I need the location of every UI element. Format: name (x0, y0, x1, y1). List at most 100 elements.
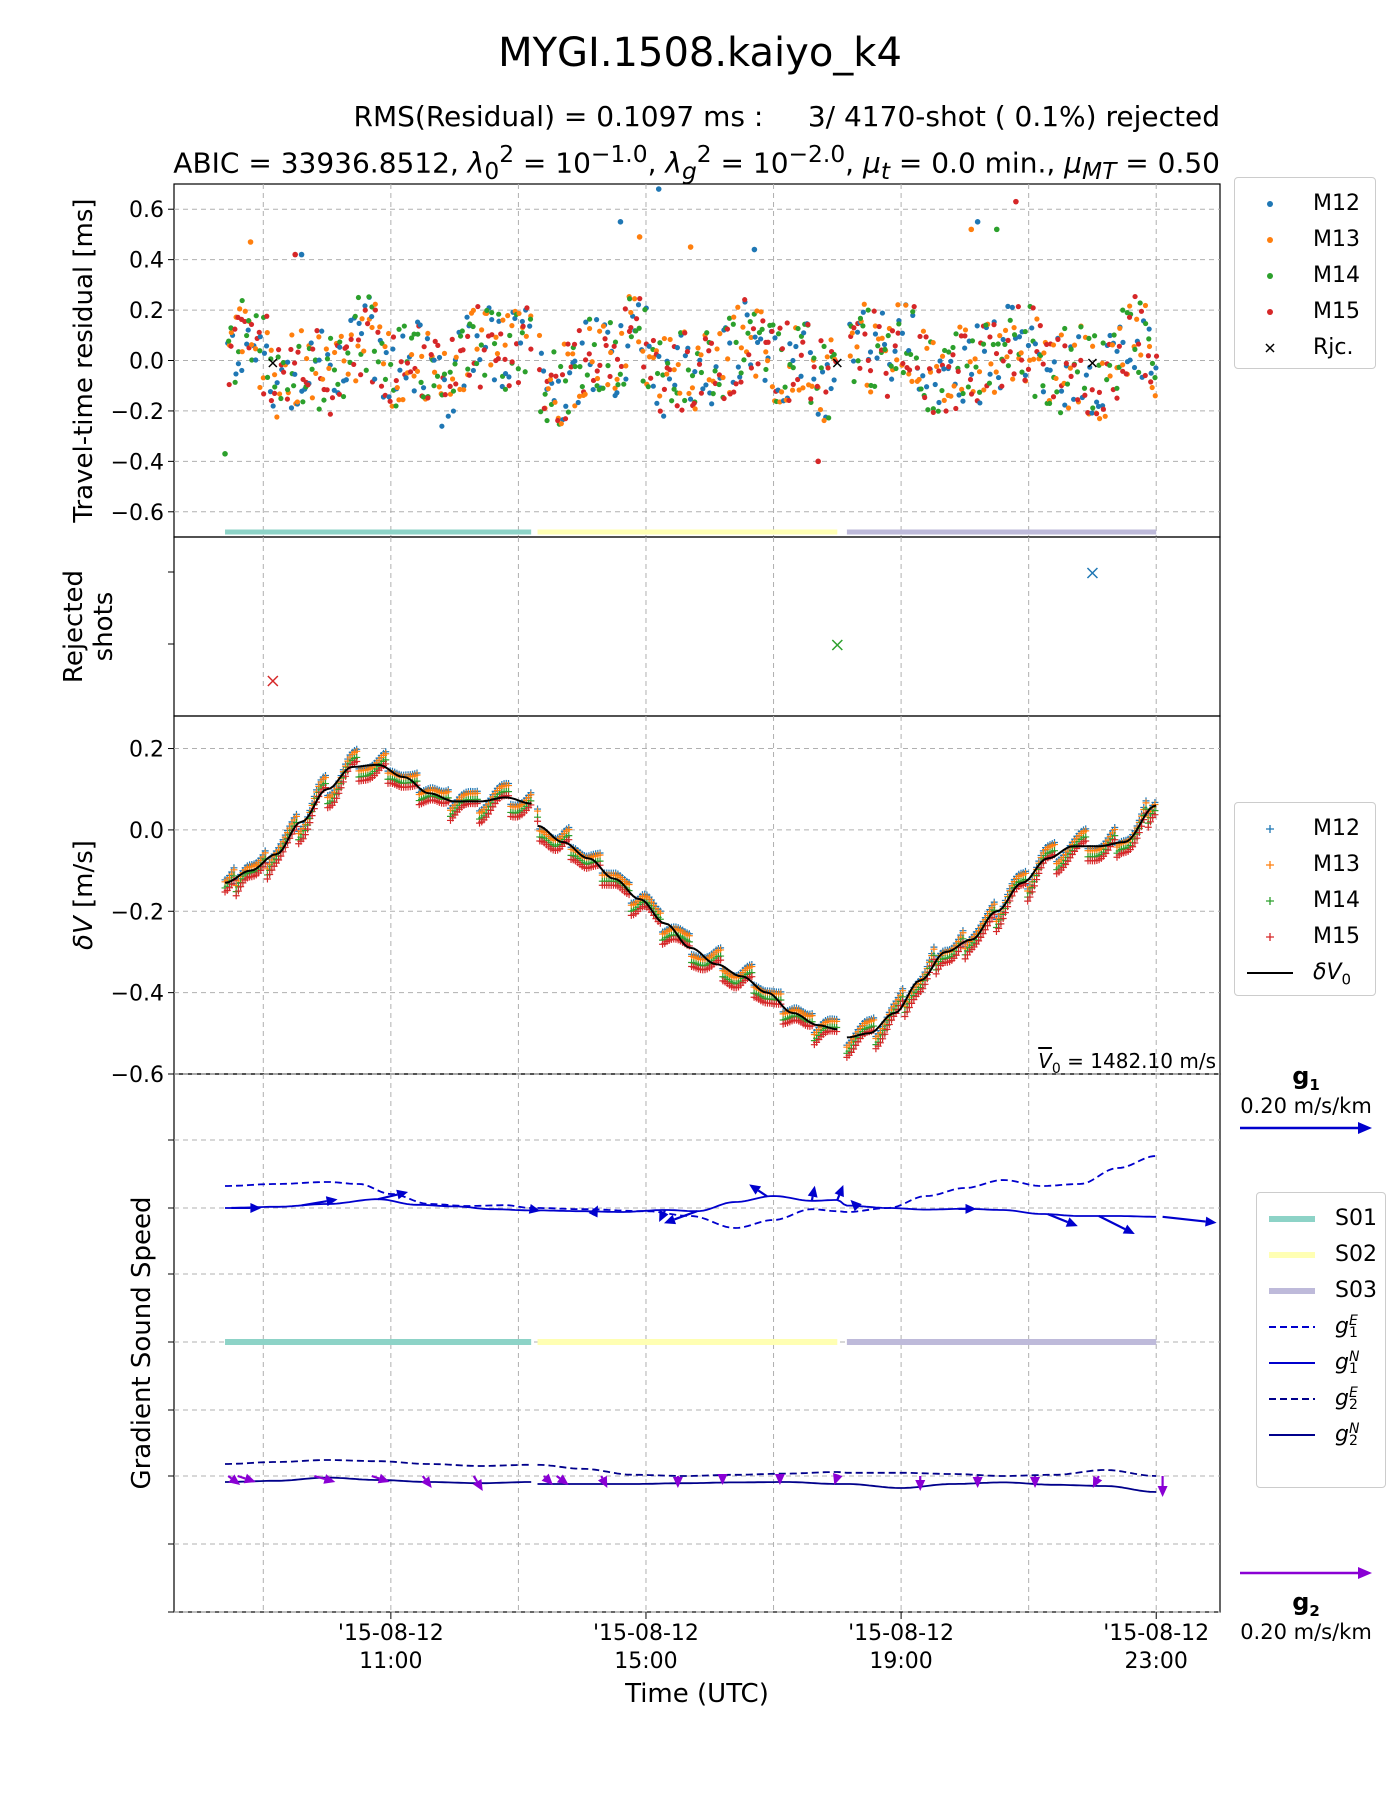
residual-point-m15 (475, 303, 481, 310)
dv-point-m15 (1129, 843, 1137, 851)
g2-arrow (597, 1475, 608, 1488)
residual-point-m14 (1120, 307, 1126, 313)
residual-point-m13 (717, 331, 723, 337)
residual-point-m12 (1148, 370, 1154, 376)
residual-point-m12 (790, 357, 796, 364)
dv-point-m15 (997, 920, 1005, 928)
residual-point-m14 (257, 348, 263, 354)
residual-point-m13 (1004, 354, 1010, 360)
g2-east-line (225, 1459, 532, 1467)
residual-point-m13 (906, 371, 912, 377)
residual-point-m13 (686, 390, 692, 397)
residual-point-m15 (524, 305, 530, 311)
legend-marker (1269, 1216, 1315, 1222)
legend-item-g1n: gN 1 (1257, 1345, 1385, 1381)
residual-point-m12 (593, 317, 600, 323)
residual-point-m12 (960, 398, 966, 404)
residual-point-m13 (909, 378, 915, 384)
residual-point-m12 (650, 383, 656, 389)
residual-outlier-m14 (222, 450, 228, 457)
residual-point-m12 (450, 408, 457, 414)
dv-point-m15 (1026, 893, 1034, 901)
residual-point-m12 (654, 400, 660, 406)
residual-point-m13 (1018, 350, 1024, 356)
residual-point-m14 (831, 351, 837, 358)
residual-point-m14 (888, 363, 894, 369)
legend-item-s02: S02 (1257, 1237, 1385, 1273)
residual-point-m14 (272, 384, 278, 390)
dv-point-m13 (444, 788, 452, 796)
residual-point-m13 (951, 383, 957, 389)
residual-point-m15 (906, 367, 913, 373)
residual-point-m12 (261, 350, 268, 356)
x-tick-label-date: '15-08-12 (1103, 1621, 1209, 1646)
g1-north-line (537, 1195, 1157, 1218)
residual-point-m12 (270, 403, 276, 409)
residual-point-m14 (1100, 340, 1106, 346)
residual-point-m15 (393, 377, 399, 384)
residual-point-m12 (245, 327, 251, 333)
residual-point-m15 (568, 364, 574, 370)
x-tick-label-time: 15:00 (614, 1649, 677, 1674)
residual-point-m12 (239, 367, 245, 374)
residual-point-m12 (656, 353, 662, 359)
residual-point-m14 (352, 313, 358, 319)
residual-outlier-m12 (974, 219, 981, 225)
residual-point-m13 (359, 316, 365, 322)
g1-arrow (588, 1205, 598, 1218)
residual-outlier-m13 (968, 226, 975, 233)
residual-point-m14 (1074, 369, 1081, 375)
residual-point-m14 (811, 355, 817, 361)
legend-label: M12 (1313, 191, 1360, 216)
residual-point-m13 (589, 359, 595, 365)
residual-point-m13 (714, 346, 720, 352)
residual-point-m14 (577, 364, 583, 370)
scale-key-name: g2 (1292, 1588, 1320, 1620)
g1-arrow (807, 1185, 818, 1202)
g1-arrow (664, 1210, 698, 1225)
residual-point-m14 (235, 349, 242, 355)
residual-point-m15 (477, 384, 483, 390)
dv-point-m15 (232, 892, 240, 900)
residual-point-m15 (460, 347, 466, 353)
residual-point-m12 (874, 355, 880, 361)
residual-point-m14 (973, 364, 979, 370)
x-tick-label-date: '15-08-12 (593, 1621, 699, 1646)
residual-point-m15 (798, 352, 804, 358)
residual-point-m12 (1032, 341, 1038, 347)
residual-point-m13 (657, 393, 663, 399)
residual-point-m14 (910, 309, 916, 315)
residual-point-m15 (698, 390, 704, 396)
panel-3 (173, 715, 1221, 1075)
residual-point-m15 (515, 379, 522, 386)
residual-point-m12 (703, 382, 709, 388)
residual-point-m14 (657, 340, 663, 346)
dv-legend: M12 M13 M14 M15 δV0 (1234, 802, 1376, 996)
legend-item-s01: S01 (1257, 1201, 1385, 1237)
dv-point-m13 (382, 750, 390, 758)
residual-point-m12 (1114, 348, 1120, 354)
residual-point-m14 (1114, 385, 1120, 391)
y-tick-label: 0.4 (129, 249, 164, 274)
residual-point-m15 (923, 334, 929, 340)
residual-point-m14 (826, 415, 832, 421)
residual-point-m13 (341, 358, 347, 364)
g1-arrow (301, 1196, 338, 1207)
residual-point-m15 (917, 333, 923, 340)
residual-point-m14 (712, 368, 718, 374)
residual-point-m13 (1053, 375, 1059, 382)
residual-point-m15 (716, 372, 722, 378)
residual-point-m14 (821, 343, 827, 350)
residual-point-m14 (371, 348, 378, 354)
residual-point-m14 (726, 315, 733, 321)
residual-point-m14 (913, 355, 919, 361)
residual-point-m14 (875, 343, 881, 349)
residual-point-m14 (478, 342, 484, 348)
residual-point-m14 (698, 369, 704, 376)
residual-point-m15 (362, 307, 368, 313)
legend-label: δV0 (1313, 960, 1352, 989)
residual-point-m14 (470, 323, 476, 330)
legend-label: S02 (1335, 1242, 1377, 1267)
residual-point-m12 (879, 310, 886, 316)
residual-point-m15 (955, 368, 961, 375)
